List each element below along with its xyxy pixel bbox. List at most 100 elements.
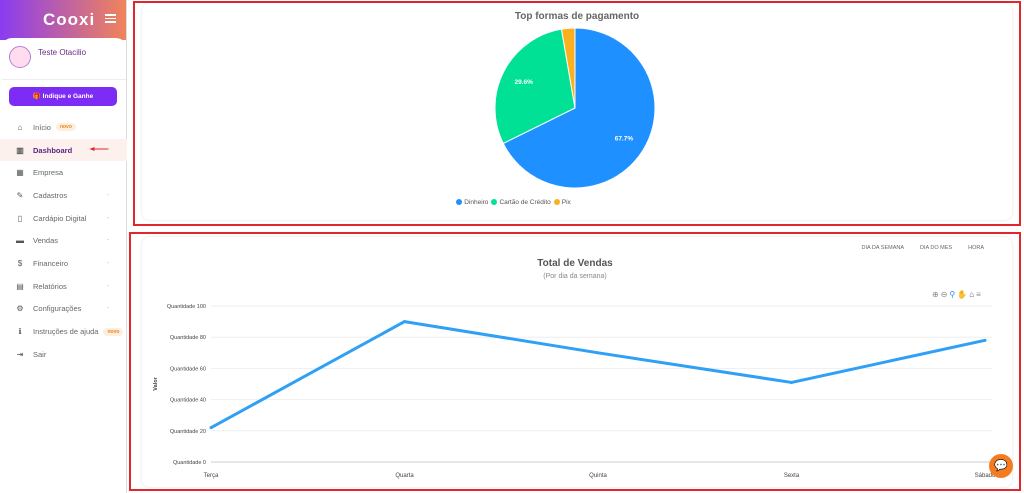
sidebar-item-in-cio[interactable]: ⌂ Início novo [0,116,127,139]
period-tabs: DIA DA SEMANA DIA DO MES HORA [862,245,984,251]
sidebar-item-label: Cardápio Digital [33,213,87,223]
zoom-in-icon[interactable]: ⊕ [932,290,939,299]
sidebar-item-card-pio-digital[interactable]: ▯ Cardápio Digital - [0,207,127,230]
sidebar-item-dashboard[interactable]: ▥ Dashboard [0,138,127,162]
pan-hand-icon[interactable]: ✋ [957,290,968,299]
zoom-select-icon[interactable]: ⚲ [949,290,956,299]
menu-icon[interactable]: ≡ [976,290,981,299]
info-icon: ℹ [18,327,22,337]
sidebar: Cooxi Teste Otacilio 🎁 Indique e Ganhe ⌂… [0,0,127,493]
y-tick-label: Quantidade 40 [170,398,206,404]
sidebar-item-cadastros[interactable]: ✎ Cadastros - [0,184,127,207]
expand-indicator: - [106,214,109,222]
sidebar-item-financeiro[interactable]: $ Financeiro - [0,252,127,275]
x-tick-label: Sexta [784,473,800,479]
pie-slice-1[interactable] [494,28,576,145]
mobile-icon: ▯ [17,213,23,223]
legend-marker [491,199,498,205]
sign-out-icon: ⇥ [16,349,24,359]
y-axis-label: Valor [153,376,159,390]
sidebar-item-label: Vendas [33,236,59,246]
sidebar-nav: ⌂ Início novo ▥ Dashboard ▦ Empresa ✎ Cadastros -… [0,116,127,366]
pie-data-label: 67.7% [615,135,634,142]
chat-icon: 💬 [994,460,1008,472]
pie-data-label: 29.6% [514,79,533,86]
chart-bar-icon: ▥ [16,145,24,155]
expand-indicator: - [106,305,109,313]
legend-item[interactable]: Cartão de Crédito [499,199,551,206]
chat-button[interactable]: 💬 [989,454,1013,478]
chart-toolbar: ⊕ ⊖ ⚲ ✋ ⌂ ≡ [932,290,981,299]
new-badge: novo [55,123,76,132]
zoom-out-icon[interactable]: ⊖ [940,290,948,299]
dollar-icon: $ [17,258,23,268]
user-profile[interactable]: Teste Otacilio [2,38,126,80]
legend-item[interactable]: Dinheiro [464,199,489,206]
sidebar-item-label: Relatórios [33,281,67,291]
pie-legend: Dinheiro Cartão de Crédito Pix [0,199,1024,206]
sidebar-item-label: Instruções de ajuda [33,327,99,337]
tab-hora[interactable]: HORA [968,245,984,251]
sidebar-item-label: Início [33,122,51,132]
report-icon: ▤ [16,281,24,291]
indique-e-ganhe-button[interactable]: 🎁 Indique e Ganhe [9,87,117,106]
sidebar-item-label: Empresa [33,168,64,178]
user-name: Teste Otacilio [38,48,87,57]
edit-icon: ✎ [16,190,24,200]
x-tick-label: Quinta [589,473,607,479]
reset-home-icon[interactable]: ⌂ [969,290,975,299]
sidebar-item-configura-es[interactable]: ⚙ Configurações - [0,298,127,321]
pie-title: Top formas de pagamento [514,11,640,22]
legend-marker [456,199,463,205]
x-tick-label: Sábado [975,473,996,479]
home-icon: ⌂ [17,122,23,132]
y-tick-label: Quantidade 0 [173,460,206,466]
expand-indicator: - [106,191,109,199]
sidebar-item-empresa[interactable]: ▦ Empresa [0,161,127,184]
pie-chart: 67.7% 29.6% [494,27,656,189]
hamburger-menu-icon[interactable] [105,14,116,23]
sidebar-item-vendas[interactable]: ▬ Vendas - [0,229,127,252]
y-tick-label: Quantidade 60 [170,366,206,372]
building-icon: ▦ [16,168,24,178]
sidebar-item-relat-rios[interactable]: ▤ Relatórios - [0,275,127,298]
brand-header: Cooxi [0,0,126,40]
y-tick-label: Quantidade 20 [170,429,206,435]
legend-marker [553,199,560,205]
avatar [9,46,31,68]
sidebar-item-label: Sair [33,349,47,359]
data-point[interactable] [790,380,793,384]
money-icon: ▬ [16,236,24,246]
x-tick-label: Quarta [395,473,414,479]
data-point[interactable] [983,338,987,342]
tab-dia-do-mes[interactable]: DIA DO MES [920,245,953,251]
sidebar-item-instru-es-de-ajuda[interactable]: ℹ Instruções de ajuda novo [0,320,127,343]
expand-indicator: - [106,237,109,245]
y-tick-label: Quantidade 100 [167,304,206,310]
x-tick-label: Terça [204,473,219,479]
logo: Cooxi [43,10,96,29]
tab-dia-da-semana[interactable]: DIA DA SEMANA [861,245,905,251]
gear-icon: ⚙ [16,304,24,314]
data-point[interactable] [209,426,213,430]
data-point[interactable] [596,351,600,355]
pie-slice-2[interactable] [560,27,576,109]
sidebar-item-label: Dashboard [33,145,73,155]
sidebar-item-label: Financeiro [33,258,69,268]
pie-highlight-frame [133,1,1021,226]
y-tick-label: Quantidade 80 [170,335,206,341]
data-point[interactable] [403,320,406,324]
legend-item[interactable]: Pix [561,199,571,206]
line-subtitle: (Por dia da semana) [543,273,606,280]
red-arrow-annotation [89,147,109,151]
new-badge: novo [103,327,124,336]
expand-indicator: - [106,282,109,290]
line-highlight-frame [129,232,1021,491]
sidebar-item-sair[interactable]: ⇥ Sair [0,343,127,366]
sidebar-item-label: Cadastros [33,190,68,200]
sidebar-item-label: Configurações [33,304,82,314]
line-chart-card [142,237,1012,487]
expand-indicator: - [106,259,109,267]
pie-slice-0[interactable] [502,27,656,189]
